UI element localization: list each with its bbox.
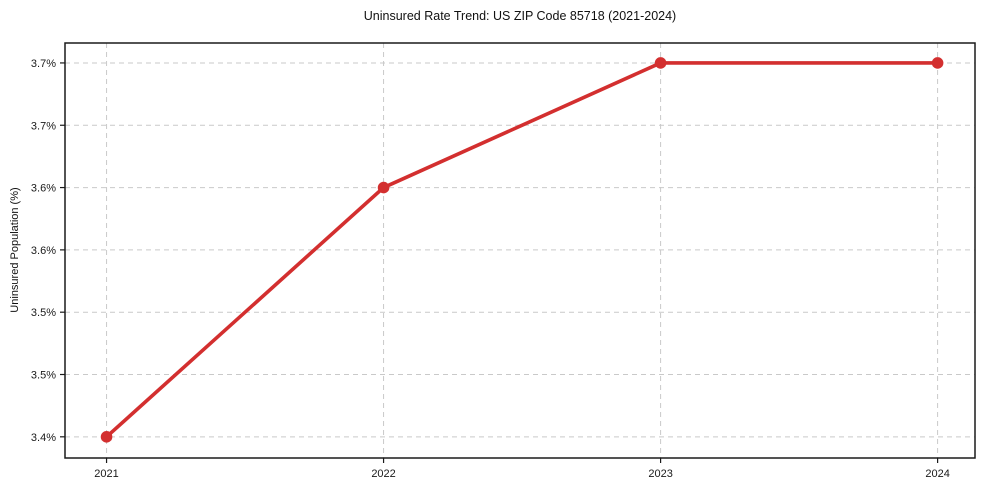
trend-line: [104, 61, 940, 439]
chart-title: Uninsured Rate Trend: US ZIP Code 85718 …: [363, 9, 677, 23]
y-tick-label: 3.5%: [31, 307, 56, 319]
y-tick-label: 3.4%: [31, 432, 56, 444]
y-tick-label: 3.7%: [31, 120, 56, 132]
data-point-marker: [100, 431, 113, 443]
y-tick-label: 3.5%: [31, 370, 56, 382]
plot-border: [64, 42, 976, 459]
x-tick-label: 2021: [94, 468, 118, 480]
x-tick-label: 2022: [371, 468, 395, 480]
x-tick-label: 2023: [648, 468, 672, 480]
data-point-marker: [377, 181, 390, 194]
plot-background: [65, 43, 975, 458]
y-tick-label: 3.6%: [31, 183, 56, 195]
data-point-marker: [931, 57, 944, 69]
x-tick-label: 2024: [925, 468, 949, 480]
y-tick-label: 3.7%: [31, 58, 56, 70]
y-tick-label: 3.6%: [31, 245, 56, 257]
data-point-marker: [654, 57, 667, 69]
